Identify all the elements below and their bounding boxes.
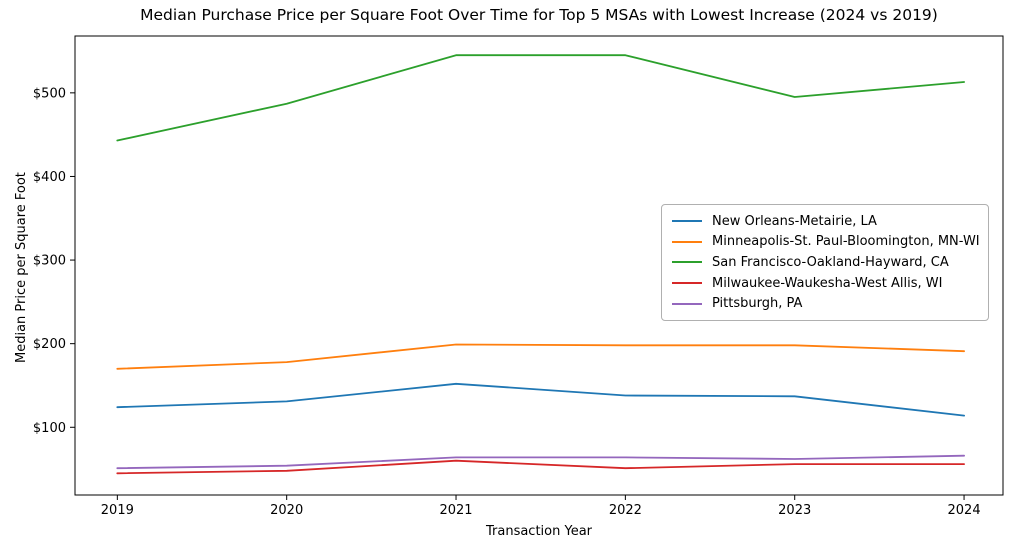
y-tick-label: $500 [33, 86, 66, 101]
legend-item: Milwaukee-Waukesha-West Allis, WI [672, 273, 978, 293]
legend-item: San Francisco-Oakland-Hayward, CA [672, 252, 978, 272]
x-tick-label: 2021 [439, 503, 472, 518]
legend-line-swatch [672, 302, 702, 305]
y-tick-label: $200 [33, 337, 66, 352]
y-tick-label: $100 [33, 421, 66, 436]
axes-frame [74, 35, 1004, 496]
series-line [116, 343, 965, 370]
legend-label: Minneapolis-St. Paul-Bloomington, MN-WI [712, 234, 980, 250]
x-tick-label: 2022 [609, 503, 642, 518]
legend: New Orleans-Metairie, LA Minneapolis-St. … [661, 204, 989, 321]
legend-label: Milwaukee-Waukesha-West Allis, WI [712, 275, 943, 291]
chart-title: Median Purchase Price per Square Foot Ov… [140, 6, 938, 24]
x-axis-label: Transaction Year [485, 524, 593, 539]
legend-line-swatch [672, 220, 702, 223]
legend-line-swatch [672, 261, 702, 264]
x-tick-label: 2020 [270, 503, 303, 518]
legend-label: New Orleans-Metairie, LA [712, 213, 877, 229]
legend-item: Pittsburgh, PA [672, 294, 978, 314]
legend-item: Minneapolis-St. Paul-Bloomington, MN-WI [672, 232, 980, 252]
x-tick-label: 2019 [101, 503, 134, 518]
legend-line-swatch [672, 240, 702, 243]
series-line [116, 454, 965, 470]
series-line [116, 54, 965, 142]
x-tick-label: 2023 [778, 503, 811, 518]
legend-label: San Francisco-Oakland-Hayward, CA [712, 254, 949, 270]
series-line [116, 382, 965, 417]
x-tick-label: 2024 [948, 503, 981, 518]
series-line [116, 459, 965, 475]
y-tick-label: $300 [33, 254, 66, 269]
legend-item: New Orleans-Metairie, LA [672, 211, 978, 231]
y-tick-label: $400 [33, 170, 66, 185]
legend-line-swatch [672, 282, 702, 285]
legend-label: Pittsburgh, PA [712, 296, 803, 312]
